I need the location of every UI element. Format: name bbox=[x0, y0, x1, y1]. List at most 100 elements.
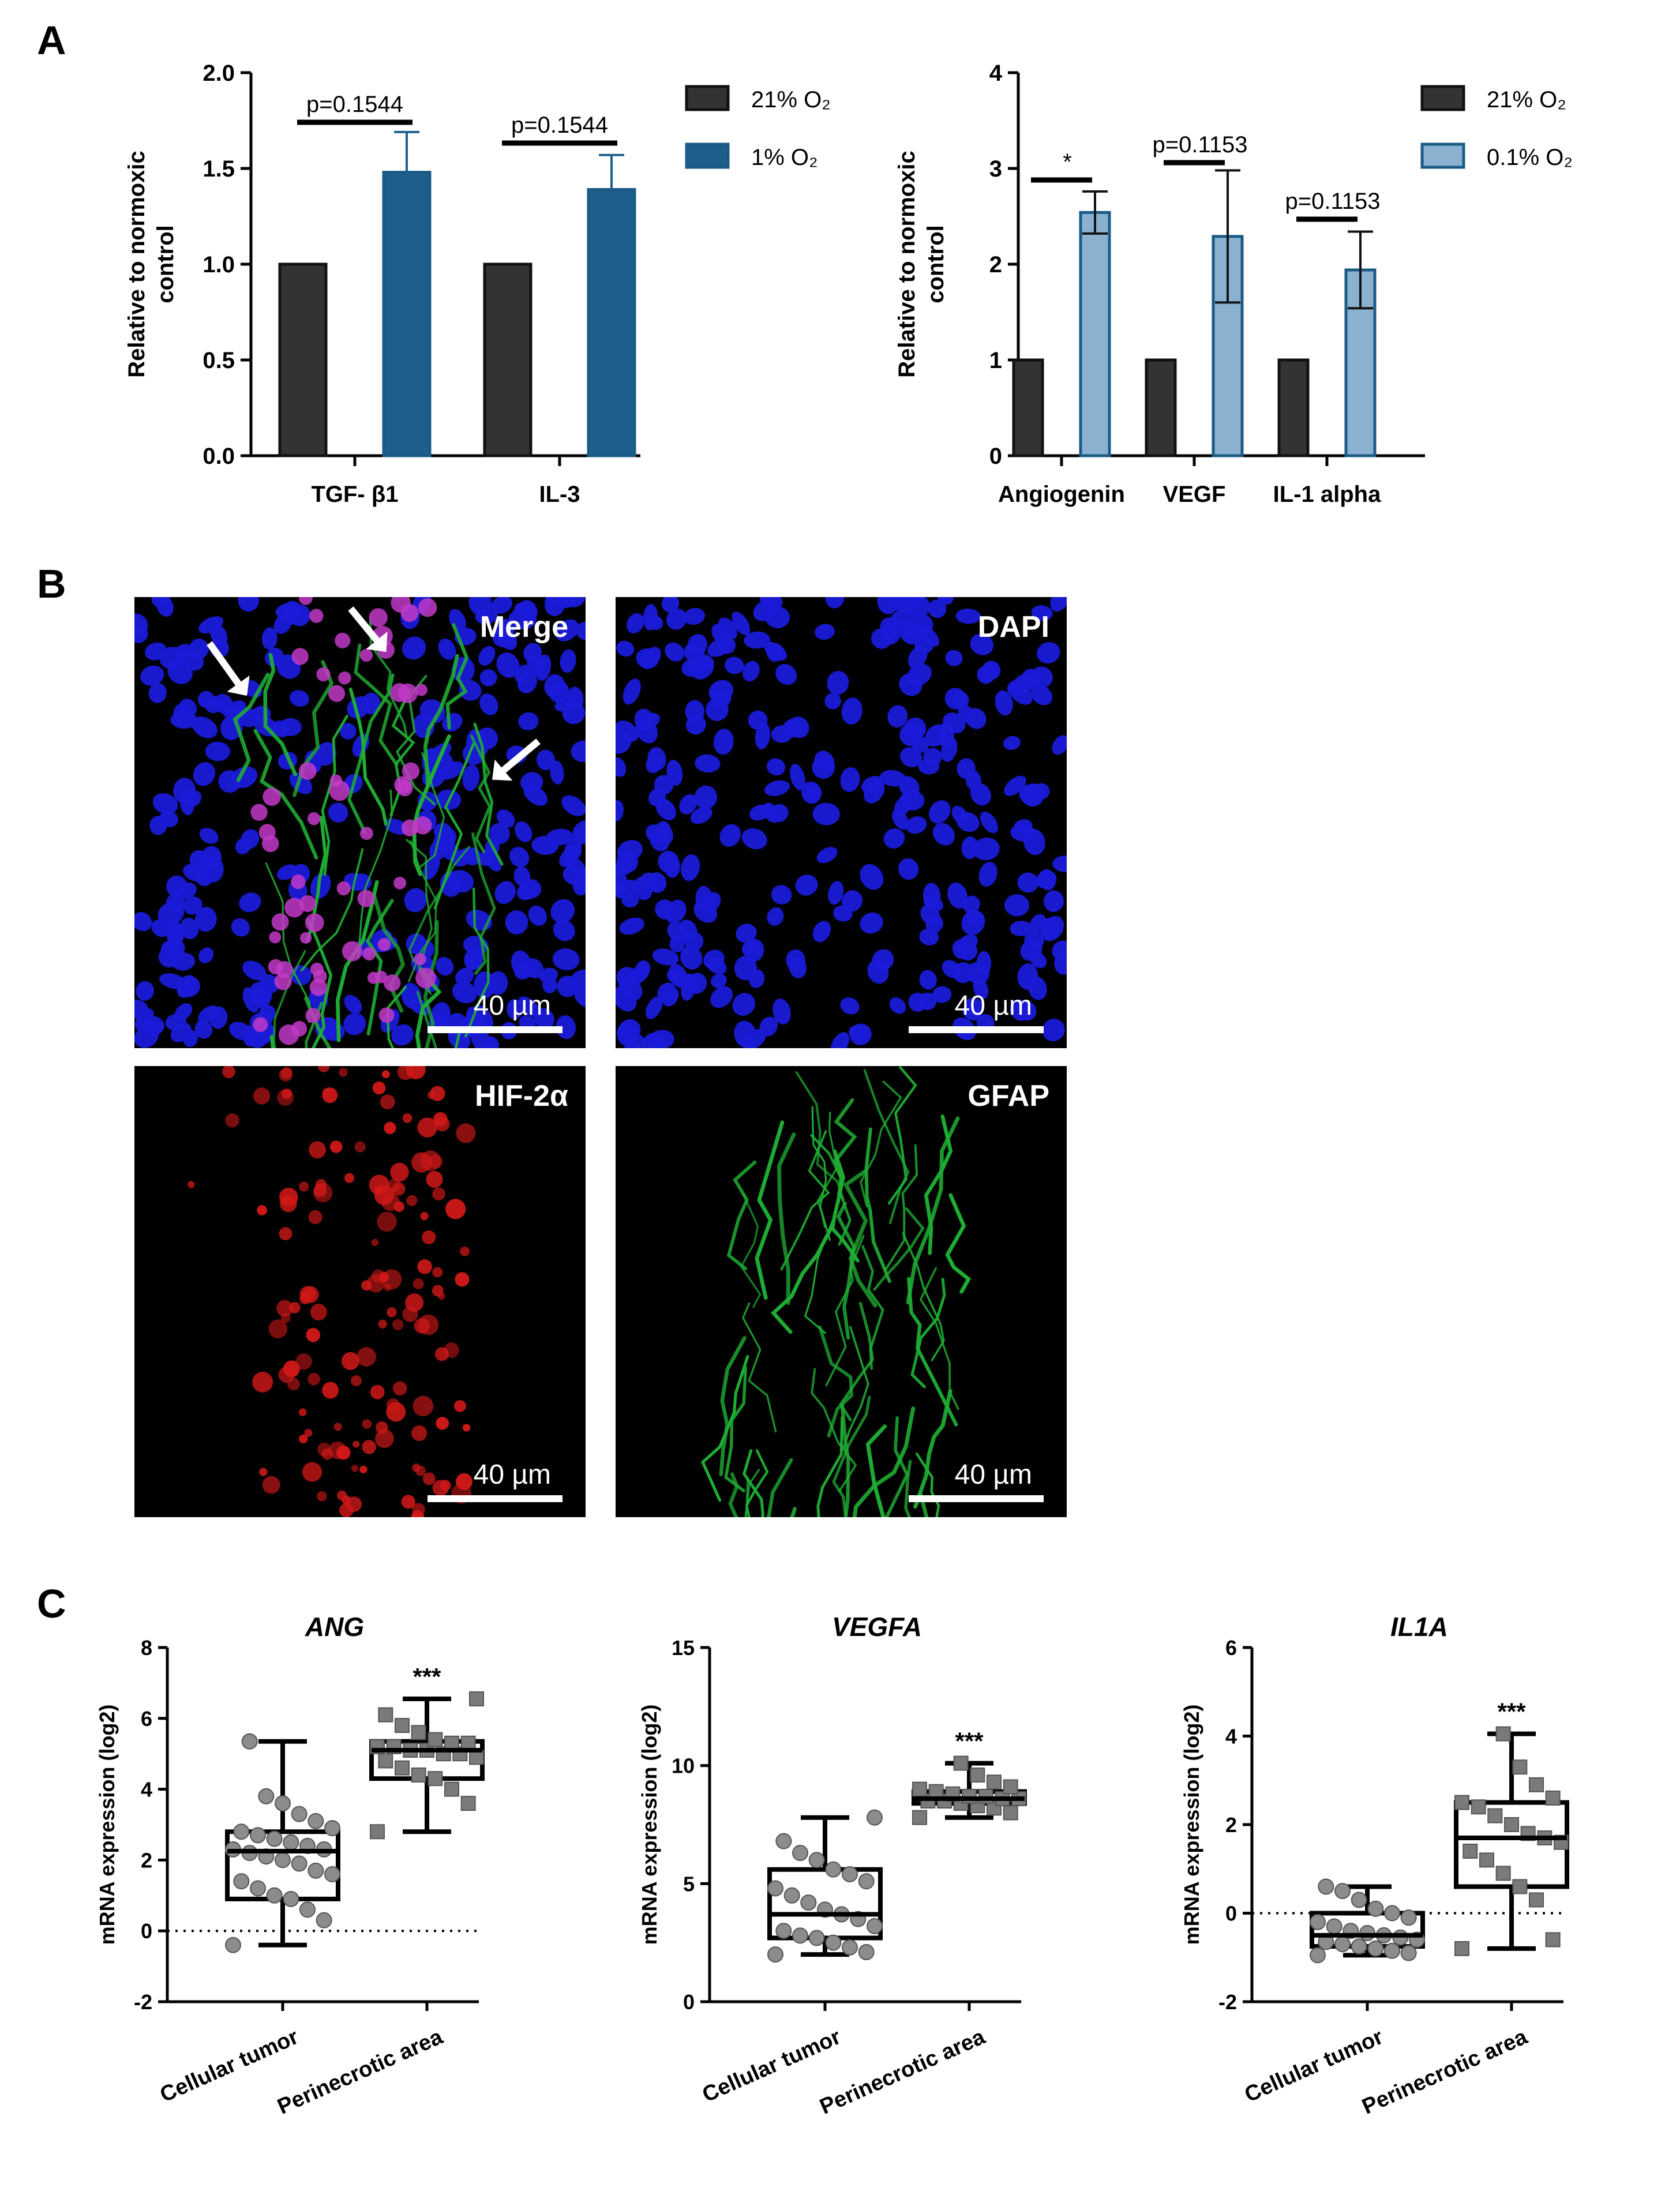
y-axis-label: mRNA expression (log2) bbox=[638, 1705, 661, 1945]
nucleus bbox=[790, 763, 805, 791]
colocalized-nucleus bbox=[391, 597, 411, 613]
nucleus bbox=[710, 973, 727, 988]
hif-signal bbox=[378, 1319, 387, 1329]
colocalized-nucleus bbox=[359, 648, 373, 662]
nucleus bbox=[749, 969, 765, 988]
micrograph-hif2a: HIF-2α 40 µm bbox=[134, 1066, 586, 1517]
nucleus bbox=[576, 621, 586, 640]
colocalized-nucleus bbox=[262, 787, 281, 806]
gfap-fiber bbox=[843, 1169, 877, 1308]
hif-signal bbox=[257, 1205, 268, 1215]
arrow-shaft bbox=[207, 641, 241, 686]
colocalized-nucleus bbox=[300, 932, 312, 944]
hif-signal bbox=[287, 1378, 300, 1391]
nucleus bbox=[695, 754, 721, 773]
nucleus bbox=[687, 656, 711, 675]
nucleus bbox=[238, 597, 260, 612]
nucleus bbox=[771, 725, 793, 743]
gfap-fiber bbox=[348, 688, 388, 826]
data-point bbox=[308, 1813, 324, 1829]
gfap-fiber bbox=[386, 986, 407, 1048]
gfap-fiber bbox=[906, 1116, 960, 1305]
hif-signal bbox=[351, 1465, 359, 1472]
nucleus bbox=[507, 999, 523, 1019]
bar bbox=[278, 262, 328, 457]
hif-signal bbox=[455, 1272, 470, 1287]
colocalized-nucleus bbox=[329, 774, 343, 787]
bar bbox=[587, 188, 636, 457]
legend-swatch bbox=[1420, 142, 1465, 169]
data-point bbox=[469, 1750, 484, 1765]
colocalized-nucleus bbox=[250, 804, 268, 821]
nucleus bbox=[134, 613, 148, 637]
nucleus bbox=[550, 760, 564, 785]
nucleus bbox=[1026, 784, 1040, 805]
hif-signal bbox=[268, 1319, 288, 1338]
colocalized-nucleus bbox=[338, 671, 351, 685]
y-tick-label: 1.5 bbox=[202, 156, 235, 182]
hif-signal bbox=[422, 1230, 436, 1244]
nucleus bbox=[616, 757, 627, 777]
colocalized-nucleus bbox=[298, 762, 317, 780]
data-point bbox=[275, 1852, 291, 1868]
nucleus bbox=[536, 749, 555, 771]
gfap-fiber bbox=[852, 1406, 916, 1517]
nucleus bbox=[932, 823, 955, 846]
y-tick-label: 2 bbox=[989, 252, 1002, 277]
hif-signal bbox=[412, 1278, 424, 1289]
gfap-fiber bbox=[354, 643, 399, 767]
nucleus bbox=[478, 646, 496, 666]
nucleus bbox=[912, 736, 929, 753]
data-point bbox=[1003, 1805, 1018, 1821]
colocalized-nucleus bbox=[305, 913, 324, 932]
hif-signal bbox=[336, 1445, 351, 1460]
chart-title: ANG bbox=[305, 1612, 364, 1642]
hif-signal bbox=[406, 1195, 418, 1206]
data-point bbox=[395, 1760, 410, 1776]
nucleus bbox=[952, 691, 969, 707]
nucleus bbox=[198, 947, 214, 963]
chart-title: VEGFA bbox=[832, 1612, 922, 1642]
y-axis-label-line: control bbox=[923, 225, 948, 303]
colocalized-nucleus bbox=[305, 1008, 321, 1023]
nucleus bbox=[980, 812, 999, 834]
nucleus bbox=[742, 661, 760, 682]
nucleus bbox=[489, 823, 510, 845]
nucleus bbox=[535, 654, 552, 681]
nucleus bbox=[841, 697, 862, 725]
significance-label: p=0.1153 bbox=[1153, 132, 1248, 157]
data-point bbox=[842, 1866, 858, 1882]
nucleus bbox=[1052, 855, 1067, 873]
data-point bbox=[1512, 1879, 1528, 1894]
bar bbox=[483, 262, 532, 457]
y-tick-label: 1.0 bbox=[202, 252, 235, 277]
nucleus bbox=[925, 724, 948, 747]
nucleus bbox=[198, 616, 224, 634]
nucleus bbox=[136, 981, 154, 1001]
nucleus bbox=[152, 793, 178, 815]
hif-signal bbox=[426, 1170, 443, 1188]
nucleus bbox=[555, 619, 579, 641]
hif-signal bbox=[302, 1462, 322, 1482]
hif-signal bbox=[384, 1121, 396, 1134]
nucleus bbox=[494, 881, 516, 904]
nucleus bbox=[148, 683, 167, 703]
gfap-fiber bbox=[372, 893, 406, 1013]
nucleus bbox=[151, 919, 170, 937]
hif-signal bbox=[262, 1476, 280, 1494]
nucleus bbox=[569, 969, 586, 992]
data-point bbox=[858, 1944, 875, 1961]
gfap-fiber bbox=[740, 1194, 762, 1308]
data-point bbox=[266, 1830, 283, 1847]
hif-signal bbox=[357, 1347, 376, 1367]
hif-signal bbox=[279, 1227, 292, 1240]
nucleus bbox=[561, 795, 586, 816]
colocalized-nucleus bbox=[378, 1007, 395, 1023]
gfap-fiber bbox=[232, 673, 270, 782]
gfap-fiber bbox=[301, 848, 364, 972]
data-point bbox=[266, 1887, 283, 1904]
nucleus bbox=[867, 959, 889, 984]
nucleus bbox=[690, 806, 712, 824]
data-point bbox=[275, 1795, 291, 1812]
hif-signal bbox=[381, 1070, 390, 1079]
